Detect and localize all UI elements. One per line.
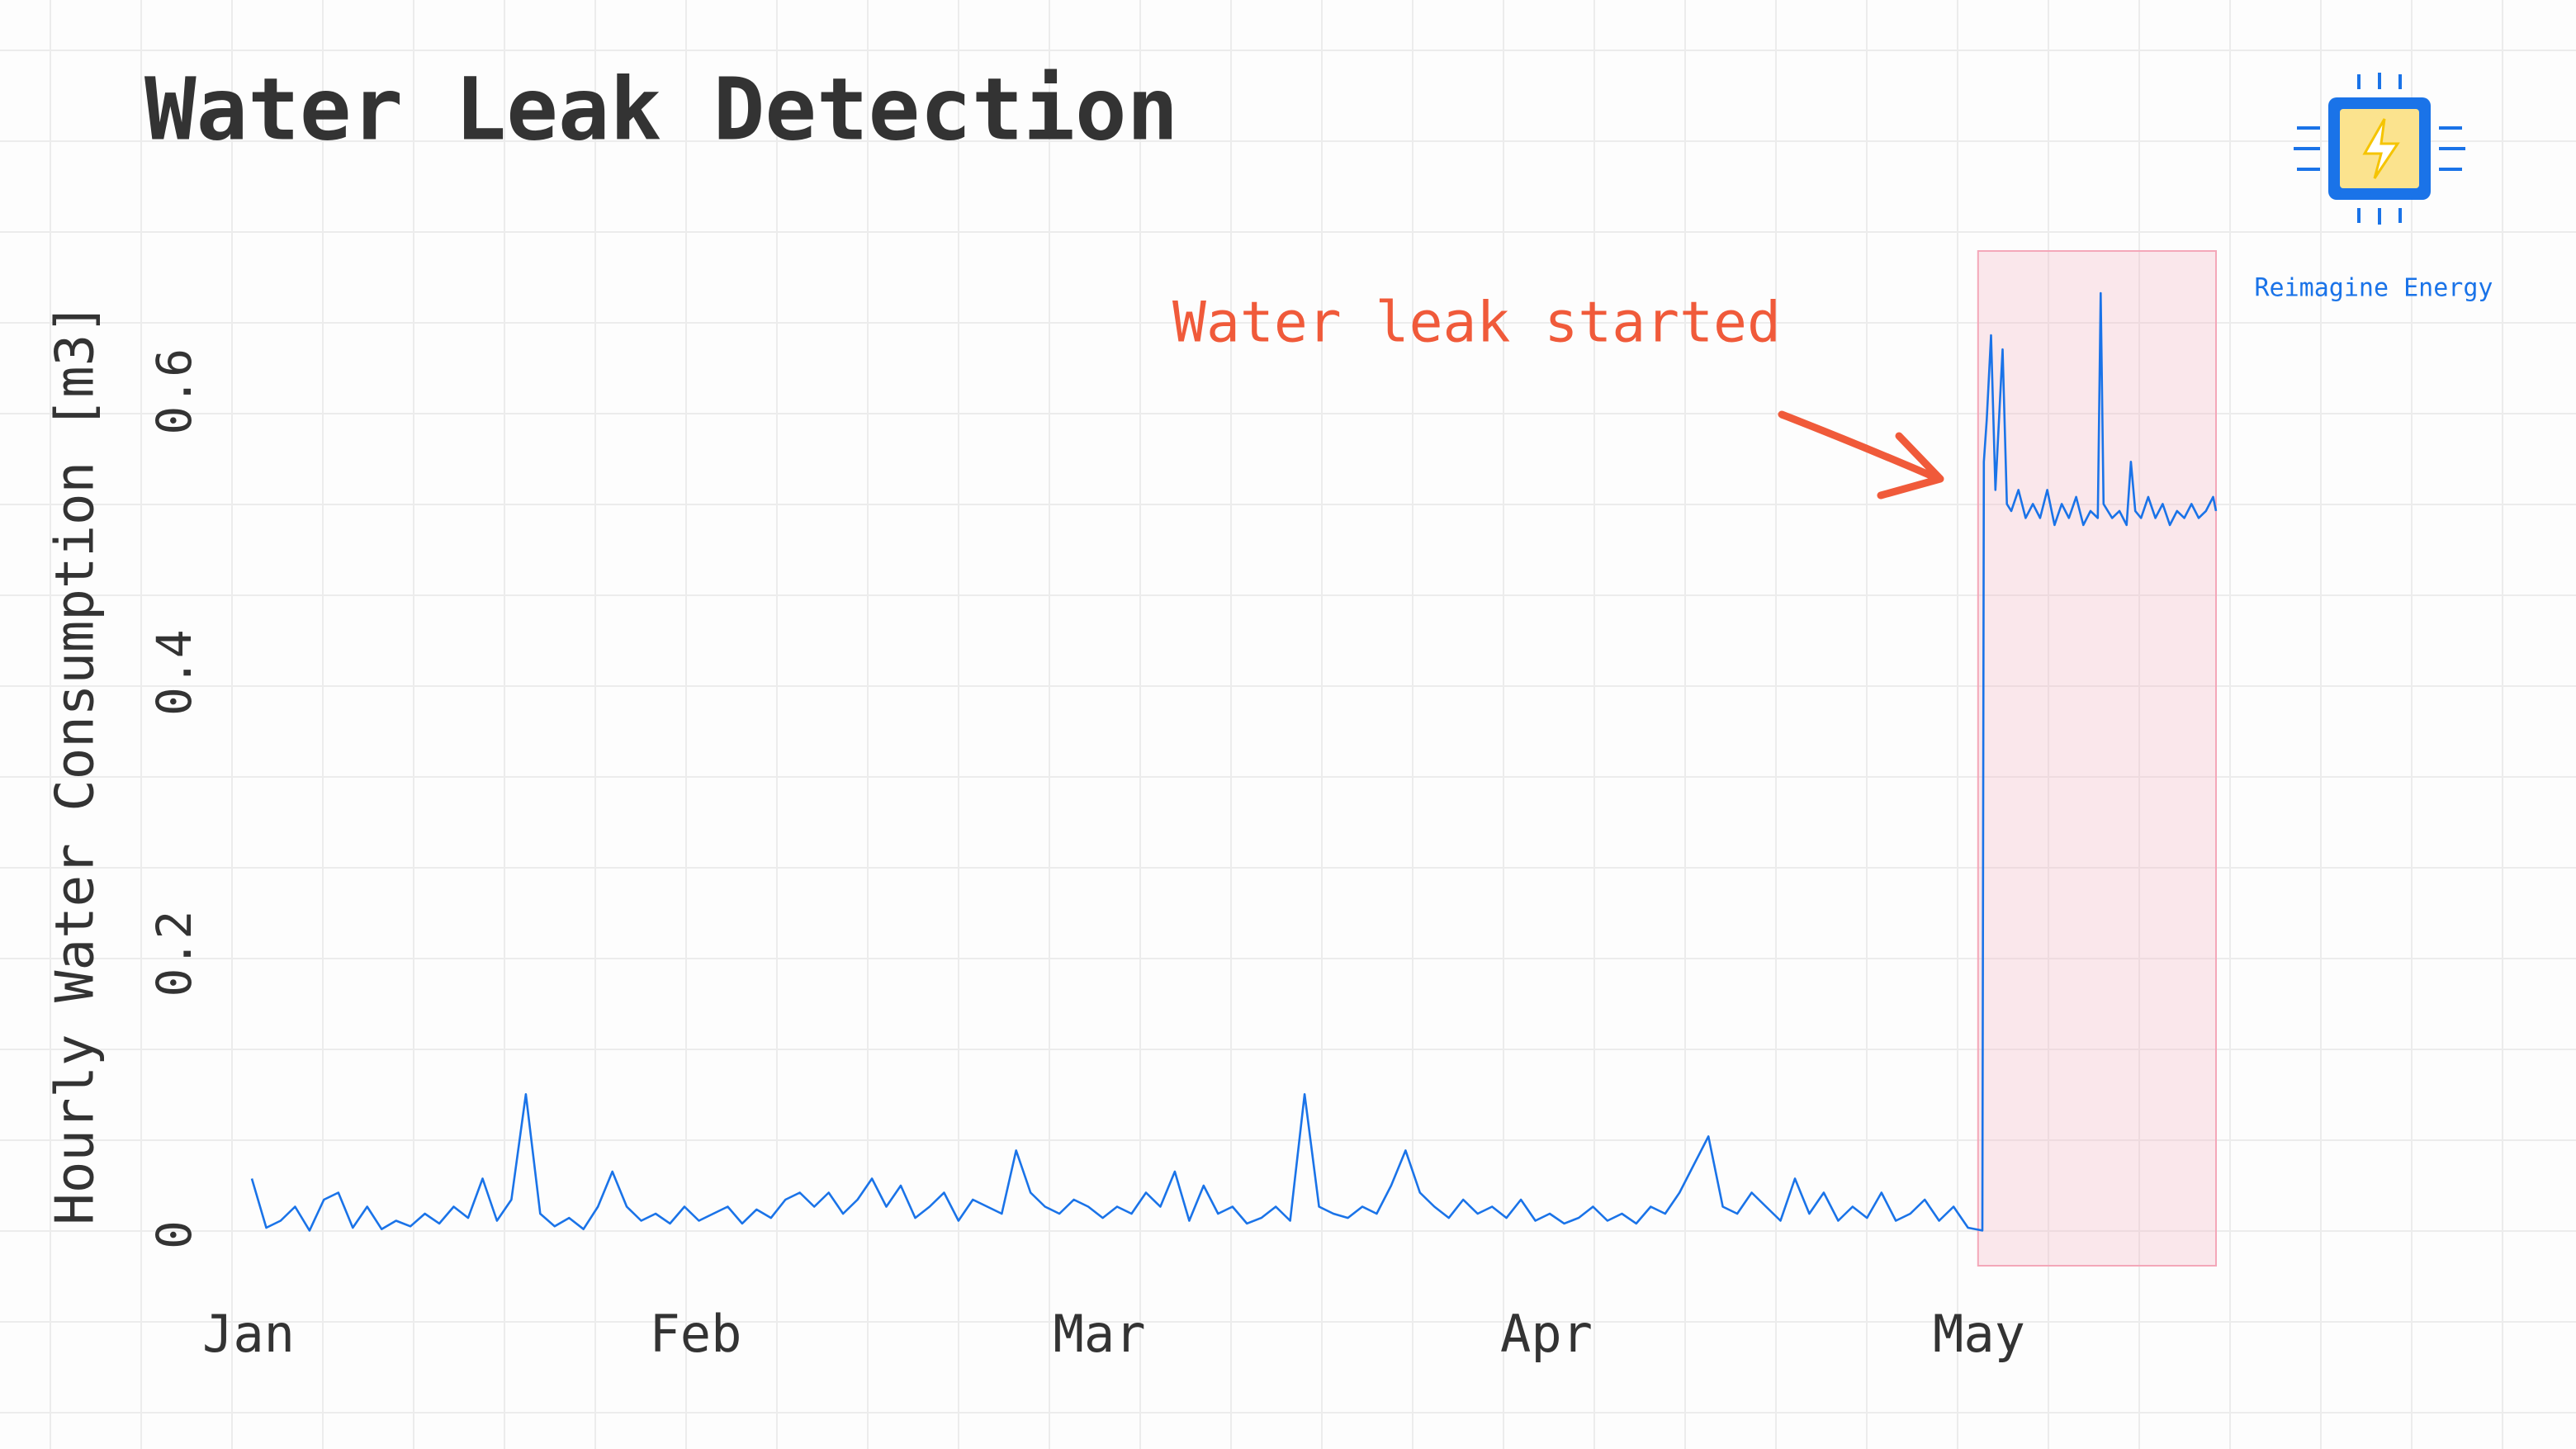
y-tick-label: 0.4 [146,629,202,716]
data-line [250,291,2218,1232]
y-axis-title: Hourly Water Consumption [m3] [45,302,107,1224]
y-tick-label: 0.6 [146,348,202,435]
highlight-region [1977,250,2217,1267]
x-tick-label: May [1933,1304,2025,1364]
arrow-head [1877,432,1944,500]
annotation: Water leak started [1172,291,1781,356]
x-tick-label: Apr [1500,1304,1593,1364]
arrow-shaft [1778,410,1943,483]
chart-title: Water Leak Detection [144,59,1178,159]
logo [2294,73,2465,225]
y-tick-label: 0 [146,1220,202,1249]
annotation-arrow [1778,410,1944,500]
x-tick-label: Jan [202,1304,295,1364]
x-tick-label: Feb [649,1304,741,1364]
logo-pins [2294,73,2465,225]
y-tick-label: 0.2 [146,911,202,997]
x-tick-label: Mar [1054,1304,1146,1364]
logo-text: Reimagine Energy [2255,274,2493,303]
logo-bolt [2362,118,2400,179]
